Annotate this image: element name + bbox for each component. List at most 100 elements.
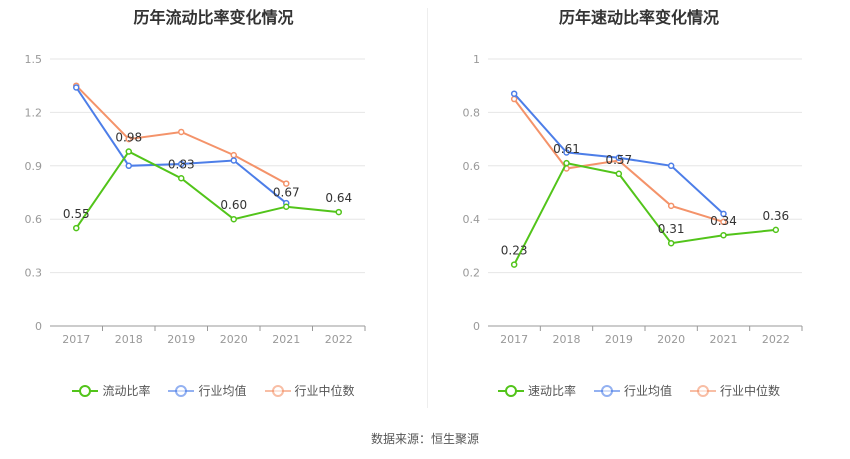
chart-plot: 0 0.3 0.6 0.9 1.2 1.5 2017 2018 2019 2020 2021 2022… xyxy=(25,53,366,346)
y-tick-label: 0.4 xyxy=(463,213,481,226)
legend-marker xyxy=(504,384,517,397)
data-label: 0.34 xyxy=(710,214,737,228)
chart-legend: 流动比率 行业均值 行业中位数 xyxy=(0,382,427,399)
x-tick-label: 2017 xyxy=(500,333,528,346)
data-point xyxy=(178,175,185,182)
legend-item[interactable]: 行业中位数 xyxy=(690,382,780,399)
y-tick-label: 0.6 xyxy=(25,213,43,226)
chart-legend: 速动比率 行业均值 行业中位数 xyxy=(428,382,850,399)
data-point xyxy=(125,135,132,143)
legend-swatch xyxy=(264,384,291,397)
y-tick-label: 0 xyxy=(473,320,480,333)
data-point xyxy=(230,151,237,159)
data-point xyxy=(563,149,570,156)
series-line xyxy=(75,150,339,229)
chart-title: 历年速动比率变化情况 xyxy=(558,8,719,27)
data-point xyxy=(667,202,675,210)
data-point xyxy=(125,162,132,170)
data-label: 0.64 xyxy=(325,191,352,205)
x-tick-label: 2018 xyxy=(115,333,143,346)
chart-panel-current-ratio: 历年流动比率变化情况 0 0.3 0.6 0.9 1.2 1.5 2017 2018 2019 2… xyxy=(0,0,427,410)
legend-item[interactable]: 行业中位数 xyxy=(264,382,355,399)
y-tick-label: 0 xyxy=(35,320,42,333)
data-label: 0.23 xyxy=(501,244,528,258)
legend-swatch xyxy=(497,384,524,397)
data-label: 0.67 xyxy=(273,186,300,200)
series-line xyxy=(513,161,776,266)
legend-label: 行业均值 xyxy=(623,384,672,398)
legend-label: 行业均值 xyxy=(198,384,247,398)
data-point xyxy=(667,239,675,247)
legend-item[interactable]: 速动比率 xyxy=(497,382,576,399)
x-tick-label: 2020 xyxy=(657,333,685,346)
y-tick-label: 0.3 xyxy=(25,267,43,280)
chart-panel-quick-ratio: 历年速动比率变化情况 0 0.2 0.4 0.6 0.8 1 2017 2018 2019 202… xyxy=(428,0,850,410)
data-label: 0.83 xyxy=(168,157,195,171)
x-tick-label: 2022 xyxy=(762,333,790,346)
data-point xyxy=(510,95,518,103)
data-point xyxy=(667,162,675,170)
data-point xyxy=(720,218,727,226)
data-point xyxy=(772,226,780,234)
data-point xyxy=(335,208,342,216)
legend-swatch xyxy=(690,384,716,397)
legend-item[interactable]: 流动比率 xyxy=(72,382,150,399)
y-tick-label: 0.6 xyxy=(463,160,481,173)
legend-label: 流动比率 xyxy=(102,384,151,398)
data-label: 0.61 xyxy=(553,142,580,156)
x-tick-label: 2017 xyxy=(62,333,90,346)
data-point xyxy=(510,90,518,97)
y-tick-label: 1.5 xyxy=(25,53,43,66)
data-label: 0.55 xyxy=(63,207,90,221)
x-tick-label: 2021 xyxy=(272,333,300,346)
x-tick-label: 2021 xyxy=(710,333,738,346)
y-tick-label: 0.9 xyxy=(25,160,43,173)
x-tick-label: 2019 xyxy=(605,333,633,346)
panel-divider xyxy=(427,8,428,408)
legend-item[interactable]: 行业均值 xyxy=(593,382,672,399)
data-point xyxy=(73,224,80,232)
legend-swatch xyxy=(168,384,195,397)
legend-marker xyxy=(600,384,613,397)
data-point xyxy=(720,210,727,218)
data-point xyxy=(73,84,80,91)
data-point xyxy=(510,261,518,268)
data-point xyxy=(283,180,290,187)
data-label: 0.60 xyxy=(220,198,247,212)
data-point xyxy=(230,157,237,164)
legend-marker xyxy=(697,384,709,397)
x-tick-label: 2020 xyxy=(220,333,248,346)
y-tick-label: 1 xyxy=(473,53,480,66)
data-label: 0.98 xyxy=(115,131,142,145)
legend-marker xyxy=(79,384,92,397)
legend-marker xyxy=(175,384,188,397)
data-point xyxy=(178,160,185,168)
data-point xyxy=(615,154,623,162)
series-line xyxy=(75,86,287,204)
legend-swatch xyxy=(72,384,99,397)
legend-label: 速动比率 xyxy=(527,384,576,398)
data-point xyxy=(563,159,570,167)
legend-item[interactable]: 行业均值 xyxy=(168,382,247,399)
data-label: 0.31 xyxy=(658,222,685,236)
data-label: 0.36 xyxy=(762,209,789,223)
data-point xyxy=(720,231,727,239)
source-footer: 数据来源：恒生聚源 xyxy=(370,432,479,446)
data-label: 0.57 xyxy=(605,153,632,167)
data-point xyxy=(178,128,185,136)
legend-swatch xyxy=(593,384,620,397)
y-tick-label: 1.2 xyxy=(25,106,43,119)
legend-label: 行业中位数 xyxy=(720,384,781,398)
x-tick-label: 2019 xyxy=(167,333,195,346)
data-point xyxy=(283,203,290,210)
x-tick-label: 2018 xyxy=(553,333,581,346)
legend-label: 行业中位数 xyxy=(294,384,355,398)
chart-title: 历年流动比率变化情况 xyxy=(133,8,294,27)
data-point xyxy=(125,148,132,155)
chart-plot: 0 0.2 0.4 0.6 0.8 1 2017 2018 2019 2020 2021 2022 0.… xyxy=(463,53,803,346)
x-tick-label: 2022 xyxy=(325,333,353,346)
legend-marker xyxy=(271,384,284,397)
data-point xyxy=(615,170,623,178)
y-tick-label: 0.8 xyxy=(463,106,481,119)
y-tick-label: 0.2 xyxy=(463,267,481,280)
